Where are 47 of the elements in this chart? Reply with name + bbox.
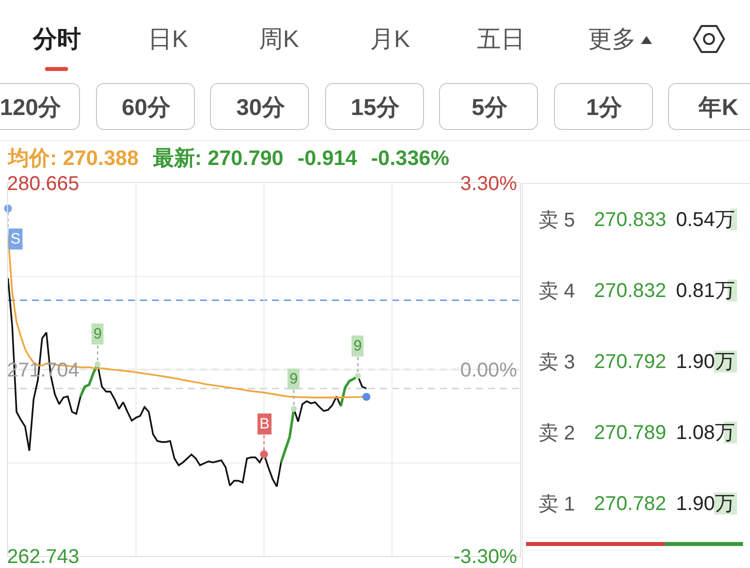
data-label: 1.90万 (676, 351, 735, 373)
text: 9 (354, 338, 362, 354)
y2-tick-label: 0.00% (460, 360, 518, 382)
text: 日K (148, 25, 188, 55)
series-label: B (260, 416, 270, 432)
data-label: 0.81万 (676, 280, 735, 302)
legend-label: S (10, 230, 21, 248)
tab-button: 120分 (0, 83, 80, 130)
tab-button: 1分 (554, 83, 652, 130)
text: 分时 (33, 25, 81, 55)
text: -0.914 (298, 147, 358, 171)
tab-button: 5分 (439, 83, 538, 130)
text: 9 (94, 326, 102, 342)
text: 270.792 (594, 351, 666, 373)
y-tick-label: 卖 1 (538, 494, 575, 516)
point (354, 373, 361, 380)
y-tick-label: 262.743 (7, 546, 80, 568)
data-label: 1.08万 (676, 422, 735, 444)
text: 均价: 270.388 (8, 147, 139, 171)
tab-button: 15分 (324, 83, 424, 130)
text: 五日 (477, 25, 525, 55)
text: 月K (370, 25, 410, 55)
y-tick-label: 卖 5 (538, 210, 575, 232)
tab-button: 30分 (210, 83, 309, 130)
y2-tick-label: -3.30% (454, 546, 518, 568)
point (94, 361, 101, 368)
text: 270.789 (594, 422, 666, 444)
point (260, 450, 268, 458)
text: 270.833 (594, 209, 666, 231)
point (362, 392, 370, 401)
text: 270.782 (594, 493, 666, 515)
data-label: 0.54万 (676, 209, 735, 231)
series-label: 9 (290, 370, 298, 388)
y-tick-label: 卖 2 (538, 422, 575, 444)
text: 更多 (588, 25, 636, 55)
tab-button: 年K (668, 83, 750, 130)
y-tick-label: 卖 3 (538, 352, 575, 374)
data-label: 1.90万 (676, 493, 735, 515)
y2-tick-label: 3.30% (460, 173, 518, 195)
text: 270.832 (594, 280, 666, 302)
y-tick-label: 280.665 (7, 173, 80, 195)
tab-button: 60分 (96, 83, 194, 130)
y-tick-label: 卖 4 (538, 280, 575, 302)
text: 最新: 270.790 (152, 147, 284, 171)
text: 周K (258, 25, 300, 55)
point (290, 406, 297, 412)
text: -0.336% (371, 147, 450, 171)
